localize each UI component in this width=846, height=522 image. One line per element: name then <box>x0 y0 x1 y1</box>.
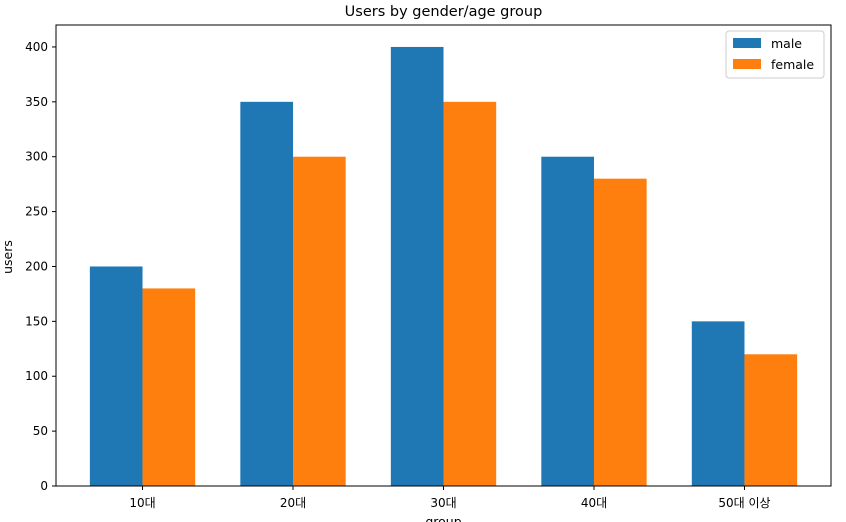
bar-male-3 <box>390 46 444 486</box>
y-tick-label: 350 <box>25 95 48 109</box>
x-tick-label: 40대 <box>581 496 607 510</box>
y-tick-label: 0 <box>40 479 48 493</box>
bar-male-5 <box>691 321 745 486</box>
y-tick-label: 150 <box>25 314 48 328</box>
x-tick-label: 50대 이상 <box>718 496 770 510</box>
legend: male female <box>725 30 825 79</box>
x-tick-label: 30대 <box>430 496 456 510</box>
y-tick-label: 50 <box>33 424 48 438</box>
x-tick-label: 20대 <box>280 496 306 510</box>
y-tick-label: 250 <box>25 205 48 219</box>
bar-male-2 <box>240 101 294 486</box>
bars-layer <box>89 46 798 486</box>
y-tick-label: 400 <box>25 40 48 54</box>
x-tick-label: 10대 <box>129 496 155 510</box>
bar-female-1 <box>142 288 196 486</box>
y-tick-label: 200 <box>25 259 48 273</box>
bar-female-2 <box>293 156 346 486</box>
legend-label-female: female <box>771 57 814 72</box>
chart-title: Users by gender/age group <box>345 4 543 20</box>
bar-male-1 <box>89 266 143 486</box>
legend-swatch-male <box>733 38 761 48</box>
bar-female-5 <box>744 354 798 486</box>
y-axis-label: users <box>0 240 15 274</box>
plot-area-frame <box>55 24 832 487</box>
bar-female-4 <box>593 178 647 486</box>
x-axis-label: group <box>425 514 461 522</box>
bar-female-3 <box>443 101 497 486</box>
ticks-layer: 0 50 100 150 200 250 300 350 400 10대 20대 30대 40대 50대 … <box>25 40 770 510</box>
legend-swatch-female <box>733 59 761 69</box>
bar-male-4 <box>541 156 594 486</box>
y-tick-label: 100 <box>25 369 48 383</box>
legend-label-male: male <box>771 36 802 51</box>
y-tick-label: 300 <box>25 150 48 164</box>
